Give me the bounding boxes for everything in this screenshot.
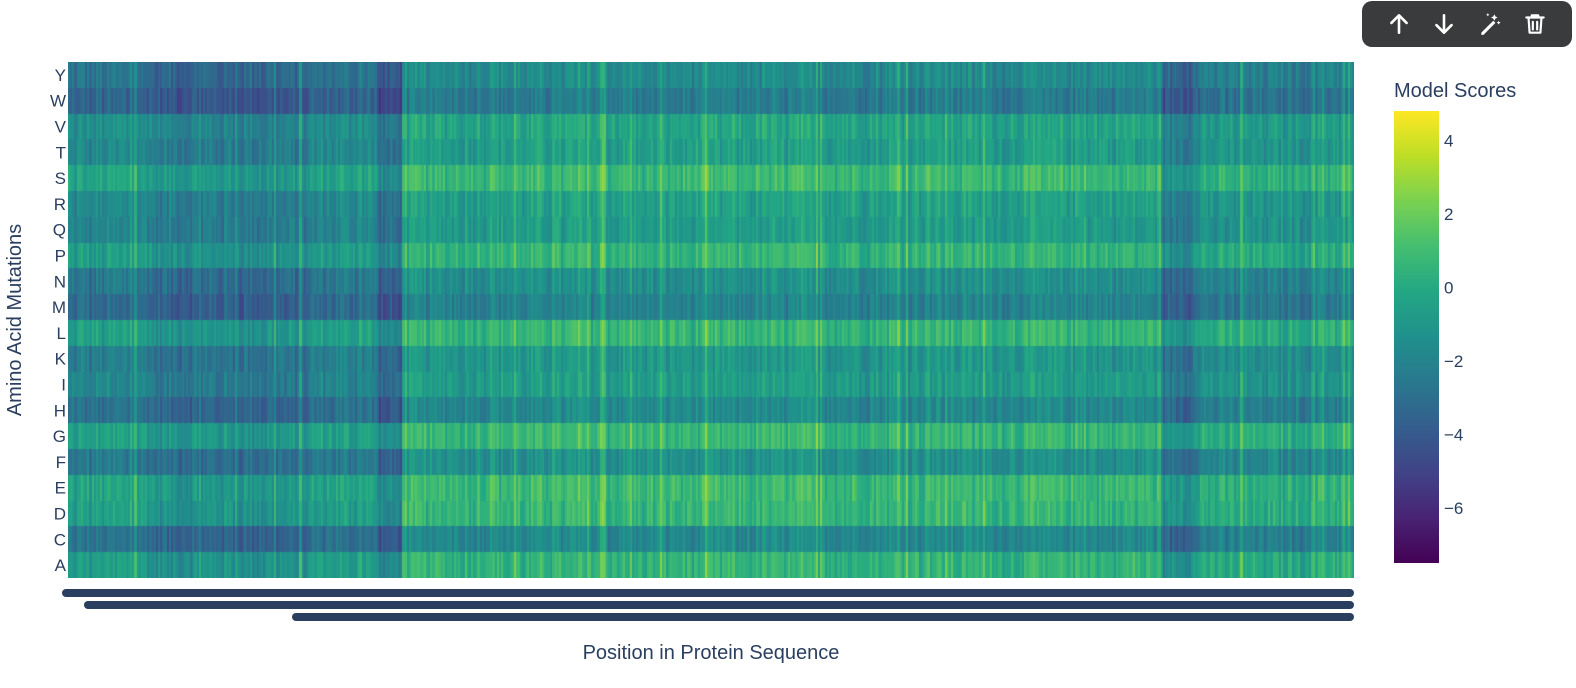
colorbar-tick-label: 2 — [1444, 205, 1453, 224]
y-axis-title: Amino Acid Mutations — [4, 224, 26, 416]
y-tick-label: L — [57, 324, 66, 343]
colorbar-tick-label: −4 — [1444, 425, 1463, 444]
y-tick-label: Y — [55, 66, 66, 85]
colorbar-tick-label: 0 — [1444, 278, 1453, 297]
cell-toolbar — [1362, 1, 1572, 47]
delete-button[interactable] — [1519, 8, 1551, 40]
y-tick-label: I — [61, 376, 66, 395]
x-tick-label-band — [62, 589, 1354, 597]
x-tick-label-band — [84, 601, 1354, 609]
y-tick-label: G — [53, 427, 66, 446]
y-tick-label: N — [54, 272, 66, 291]
y-tick-label: Q — [53, 221, 66, 240]
y-tick-label: S — [55, 169, 66, 188]
y-tick-label: K — [55, 350, 67, 369]
colorbar-ticks: 4 2 0 −2 −4 −6 — [1444, 131, 1463, 517]
y-tick-label: T — [56, 143, 66, 162]
colorbar-tick-label: −2 — [1444, 352, 1463, 371]
x-tick-labels — [62, 589, 1354, 621]
y-tick-label: A — [55, 556, 67, 575]
x-tick-label-band — [292, 613, 1354, 621]
y-tick-label: P — [55, 247, 66, 266]
x-axis-title: Position in Protein Sequence — [583, 642, 840, 664]
heatmap-cells — [68, 62, 1354, 578]
colorbar — [1394, 111, 1439, 563]
y-tick-label: M — [52, 298, 66, 317]
colorbar-tick-label: 4 — [1444, 131, 1453, 150]
magic-edit-icon — [1481, 13, 1501, 35]
y-tick-label: V — [55, 118, 67, 137]
arrow-down-icon — [1435, 14, 1454, 34]
colorbar-tick-label: −6 — [1444, 499, 1463, 518]
move-down-button[interactable] — [1428, 8, 1460, 40]
y-tick-label: C — [54, 530, 66, 549]
y-tick-label: E — [55, 479, 66, 498]
y-tick-label: F — [56, 453, 66, 472]
move-up-button[interactable] — [1383, 8, 1415, 40]
y-tick-label: R — [54, 195, 66, 214]
trash-icon — [1525, 14, 1545, 34]
y-tick-label: D — [54, 505, 66, 524]
arrow-up-icon — [1389, 14, 1408, 34]
edit-button[interactable] — [1474, 8, 1506, 40]
y-tick-label: W — [50, 92, 66, 111]
y-tick-label: H — [54, 401, 66, 420]
colorbar-title: Model Scores — [1394, 80, 1516, 102]
